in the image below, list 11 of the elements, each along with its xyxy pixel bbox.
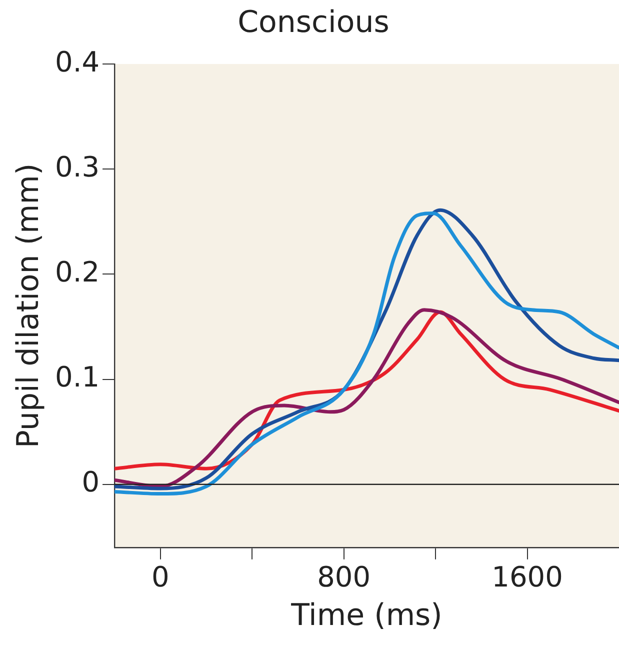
y-tick-label: 0.3	[55, 150, 100, 184]
y-tick-label: 0.4	[55, 45, 100, 78]
x-tick-label: 1600	[492, 560, 563, 594]
y-tick-label: 0.2	[55, 255, 100, 288]
y-tick-label: 0	[82, 466, 100, 499]
chart-title: Conscious	[238, 4, 390, 40]
y-tick-label: 0.1	[55, 360, 100, 394]
x-tick-label: 0	[151, 560, 170, 594]
y-axis-title: Pupil dilation (mm)	[10, 163, 46, 448]
x-axis-title: Time (ms)	[290, 598, 442, 633]
x-tick-label: 800	[317, 560, 371, 594]
